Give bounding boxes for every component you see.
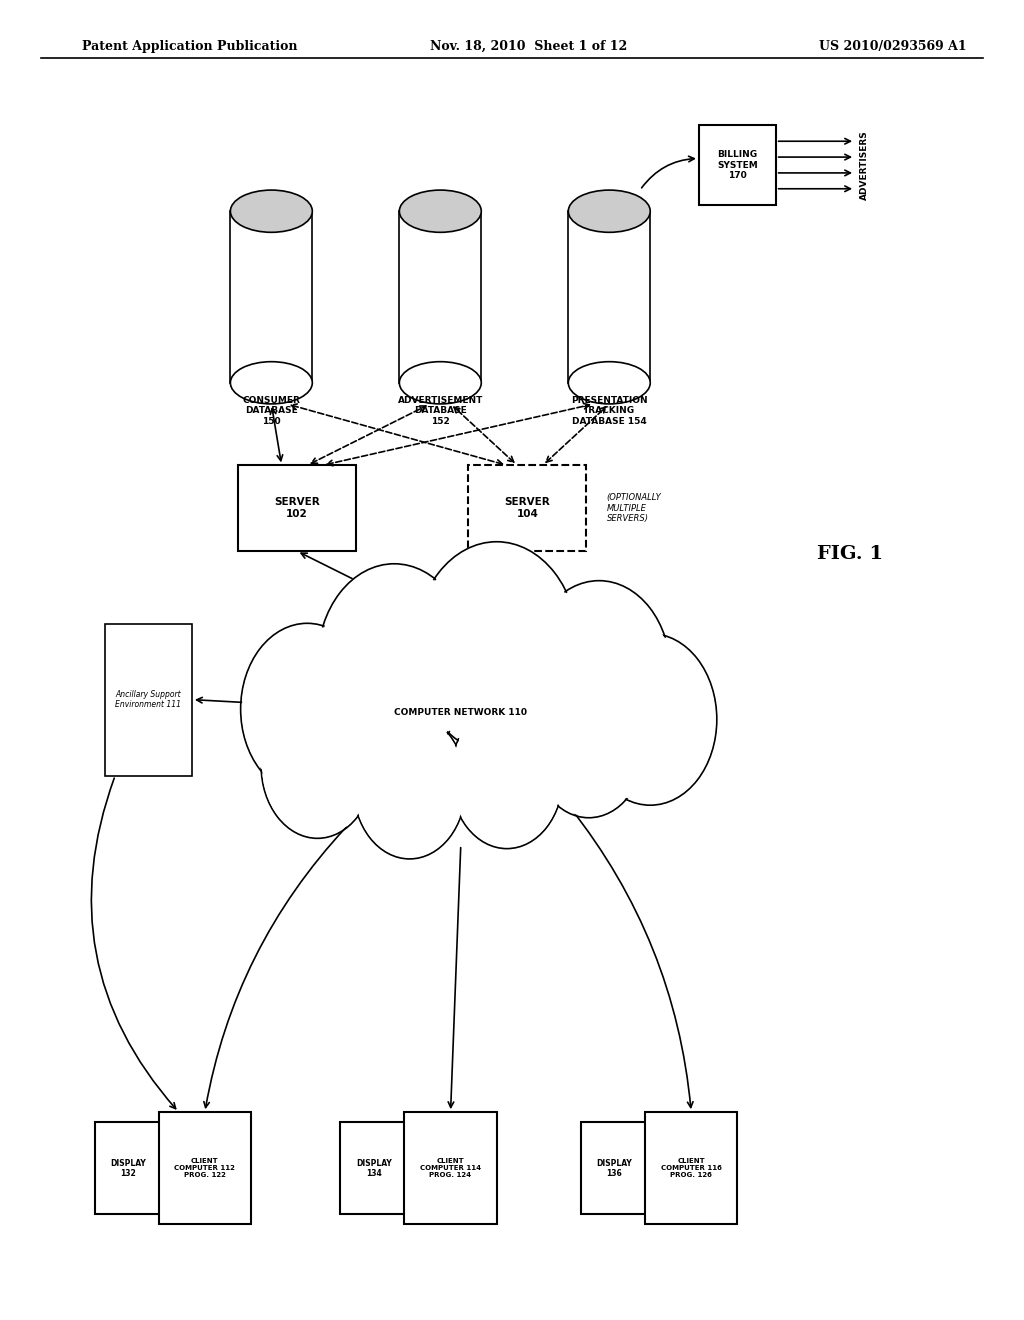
Text: CLIENT
COMPUTER 112
PROG. 122: CLIENT COMPUTER 112 PROG. 122	[174, 1158, 236, 1179]
Circle shape	[532, 672, 645, 817]
Bar	[698, 125, 776, 205]
Circle shape	[584, 634, 717, 805]
Circle shape	[529, 583, 669, 763]
Text: (OPTIONALLY
MULTIPLE
SERVERS): (OPTIONALLY MULTIPLE SERVERS)	[606, 494, 662, 523]
Text: US 2010/0293569 A1: US 2010/0293569 A1	[819, 40, 967, 53]
Circle shape	[355, 715, 464, 857]
Text: CLIENT
COMPUTER 114
PROG. 124: CLIENT COMPUTER 114 PROG. 124	[420, 1158, 481, 1179]
Ellipse shape	[568, 362, 650, 404]
Circle shape	[535, 675, 643, 816]
Circle shape	[263, 696, 372, 836]
Circle shape	[451, 704, 563, 849]
Circle shape	[261, 693, 374, 838]
Text: Ancillary Support
Environment 111: Ancillary Support Environment 111	[116, 690, 181, 709]
Bar	[340, 1122, 408, 1214]
Bar	[645, 1111, 737, 1225]
Circle shape	[586, 636, 715, 803]
Bar	[238, 466, 356, 552]
Text: ADVERTISERS: ADVERTISERS	[860, 131, 869, 199]
Circle shape	[317, 564, 471, 762]
Ellipse shape	[399, 190, 481, 232]
Ellipse shape	[568, 190, 650, 232]
Bar	[582, 1122, 648, 1214]
Circle shape	[353, 714, 466, 859]
Circle shape	[527, 581, 671, 766]
Bar	[94, 1122, 162, 1214]
Bar	[159, 1111, 251, 1225]
Circle shape	[319, 566, 469, 759]
Text: PRESENTATION
TRACKING
DATABASE 154: PRESENTATION TRACKING DATABASE 154	[571, 396, 647, 426]
Bar	[104, 624, 193, 776]
Text: BILLING
SYSTEM
170: BILLING SYSTEM 170	[717, 150, 758, 180]
Circle shape	[575, 639, 684, 780]
Text: CLIENT
COMPUTER 116
PROG. 126: CLIENT COMPUTER 116 PROG. 126	[660, 1158, 722, 1179]
Text: ADVERTISEMENT
DATABASE
152: ADVERTISEMENT DATABASE 152	[397, 396, 483, 426]
Circle shape	[241, 623, 374, 795]
Bar	[469, 466, 586, 552]
Text: COMPUTER NETWORK 110: COMPUTER NETWORK 110	[394, 709, 527, 717]
Text: Nov. 18, 2010  Sheet 1 of 12: Nov. 18, 2010 Sheet 1 of 12	[430, 40, 628, 53]
Ellipse shape	[230, 190, 312, 232]
Text: FIG. 1: FIG. 1	[817, 545, 883, 564]
Text: DISPLAY
134: DISPLAY 134	[356, 1159, 391, 1177]
Text: SERVER
104: SERVER 104	[505, 498, 550, 519]
Circle shape	[417, 545, 577, 750]
Ellipse shape	[230, 362, 312, 404]
Circle shape	[573, 636, 686, 781]
Text: CONSUMER
DATABASE
150: CONSUMER DATABASE 150	[243, 396, 300, 426]
Ellipse shape	[399, 362, 481, 404]
Text: Patent Application Publication: Patent Application Publication	[82, 40, 297, 53]
Bar	[404, 1111, 497, 1225]
Polygon shape	[230, 211, 312, 383]
Polygon shape	[399, 211, 481, 383]
Text: SERVER
102: SERVER 102	[274, 498, 319, 519]
Circle shape	[453, 706, 561, 846]
Circle shape	[243, 626, 372, 792]
Text: DISPLAY
132: DISPLAY 132	[111, 1159, 145, 1177]
Circle shape	[415, 541, 579, 752]
Polygon shape	[568, 211, 650, 383]
Text: DISPLAY
136: DISPLAY 136	[597, 1159, 632, 1177]
